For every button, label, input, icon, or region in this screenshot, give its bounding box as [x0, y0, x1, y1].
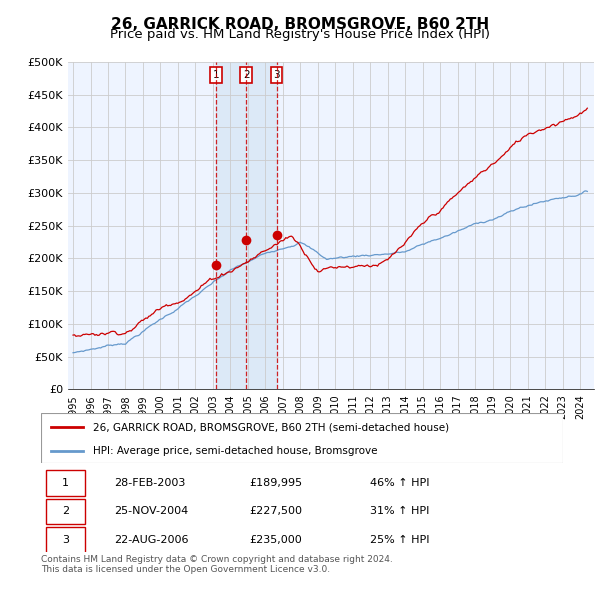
Text: 2: 2	[62, 506, 69, 516]
Text: 3: 3	[62, 535, 69, 545]
Text: 1: 1	[212, 70, 219, 80]
Text: 3: 3	[273, 70, 280, 80]
Text: Contains HM Land Registry data © Crown copyright and database right 2024.
This d: Contains HM Land Registry data © Crown c…	[41, 555, 392, 574]
Text: 31% ↑ HPI: 31% ↑ HPI	[370, 506, 429, 516]
Text: HPI: Average price, semi-detached house, Bromsgrove: HPI: Average price, semi-detached house,…	[93, 445, 377, 455]
Bar	[46, 499, 85, 525]
Text: 1: 1	[62, 478, 69, 488]
Text: 25-NOV-2004: 25-NOV-2004	[114, 506, 188, 516]
Text: £189,995: £189,995	[250, 478, 303, 488]
Text: Price paid vs. HM Land Registry's House Price Index (HPI): Price paid vs. HM Land Registry's House …	[110, 28, 490, 41]
Text: 2: 2	[243, 70, 250, 80]
Text: 22-AUG-2006: 22-AUG-2006	[114, 535, 188, 545]
Text: 26, GARRICK ROAD, BROMSGROVE, B60 2TH: 26, GARRICK ROAD, BROMSGROVE, B60 2TH	[111, 17, 489, 31]
Text: 26, GARRICK ROAD, BROMSGROVE, B60 2TH (semi-detached house): 26, GARRICK ROAD, BROMSGROVE, B60 2TH (s…	[93, 422, 449, 432]
Text: 46% ↑ HPI: 46% ↑ HPI	[370, 478, 429, 488]
Bar	[46, 470, 85, 496]
Text: 25% ↑ HPI: 25% ↑ HPI	[370, 535, 429, 545]
Text: £227,500: £227,500	[250, 506, 302, 516]
Bar	[215, 62, 277, 389]
Text: 28-FEB-2003: 28-FEB-2003	[114, 478, 185, 488]
Bar	[46, 527, 85, 552]
Text: £235,000: £235,000	[250, 535, 302, 545]
